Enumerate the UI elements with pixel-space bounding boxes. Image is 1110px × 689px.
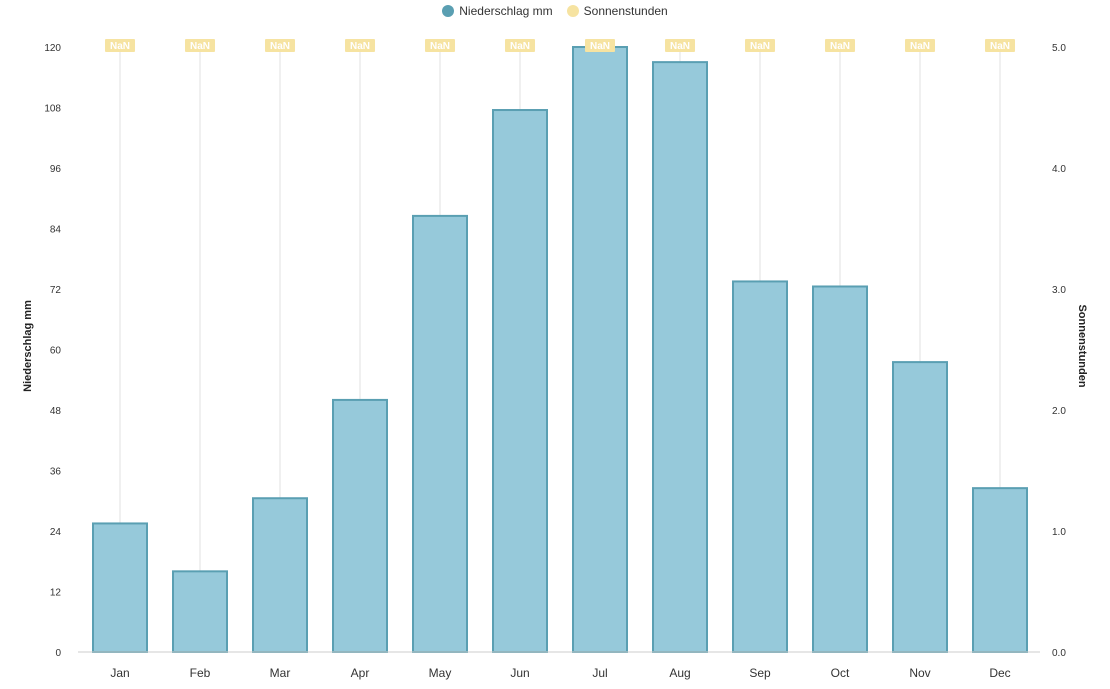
point-label-badge [985, 39, 1015, 52]
bar-sep [732, 280, 788, 653]
x-tick-label: Mar [270, 666, 291, 680]
bars [92, 46, 1028, 654]
bar-oct [812, 285, 868, 653]
y2-tick-label: 1.0 [1052, 527, 1066, 538]
y-tick-label: 48 [50, 406, 62, 417]
point-label-badge [825, 39, 855, 52]
point-label-badge [665, 39, 695, 52]
point-label: NaN [190, 41, 210, 52]
point-label-badge [105, 39, 135, 52]
y-tick-label: 36 [50, 467, 62, 478]
point-label: NaN [830, 41, 850, 52]
y-tick-label: 120 [44, 43, 61, 54]
point-label: NaN [510, 41, 530, 52]
x-tick-label: Jun [510, 666, 529, 680]
y-tick-label: 0 [55, 648, 61, 659]
point-label: NaN [910, 41, 930, 52]
point-label-badge [425, 39, 455, 52]
y2-tick-label: 0.0 [1052, 648, 1066, 659]
point-label-badge [585, 39, 615, 52]
bar-mar [252, 497, 308, 653]
x-tick-label: Jul [592, 666, 607, 680]
point-label-badge [745, 39, 775, 52]
y-tick-label: 12 [50, 588, 62, 599]
y-tick-label: 24 [50, 527, 62, 538]
x-tick-label: Dec [989, 666, 1010, 680]
point-label-badge [265, 39, 295, 52]
y2-tick-label: 5.0 [1052, 43, 1066, 54]
point-labels: NaN NaN NaN NaN NaN NaN NaN NaN NaN NaN NaN NaN [105, 39, 1015, 52]
bar-jan [92, 522, 148, 653]
legend-dot-niederschlag [442, 5, 455, 17]
chart-legend: Niederschlag mm Sonnenstunden [0, 4, 1110, 18]
y-tick-label: 72 [50, 285, 62, 296]
point-label: NaN [270, 41, 290, 52]
point-label-badge [505, 39, 535, 52]
point-label: NaN [110, 41, 130, 52]
bar-aug [652, 61, 708, 653]
left-axis-ticks: 0 12 24 36 48 60 72 84 96 108 120 [44, 43, 61, 659]
bar-nov [892, 361, 948, 653]
y-tick-label: 84 [50, 225, 62, 236]
point-label: NaN [590, 41, 610, 52]
x-tick-label: Sep [749, 666, 771, 680]
y-tick-label: 108 [44, 104, 61, 115]
x-tick-label: Feb [190, 666, 211, 680]
legend-label-sonnenstunden: Sonnenstunden [583, 4, 668, 18]
legend-item-niederschlag[interactable]: Niederschlag mm [442, 4, 553, 18]
legend-dot-sonnenstunden [566, 5, 579, 17]
bar-apr [332, 398, 388, 653]
legend-label-niederschlag: Niederschlag mm [459, 4, 553, 18]
x-tick-label: Aug [669, 666, 690, 680]
x-tick-label: May [429, 666, 452, 680]
y-tick-label: 96 [50, 164, 62, 175]
point-label: NaN [990, 41, 1010, 52]
point-label: NaN [350, 41, 370, 52]
legend-item-sonnenstunden[interactable]: Sonnenstunden [566, 4, 668, 18]
y2-tick-label: 3.0 [1052, 285, 1066, 296]
y2-tick-label: 2.0 [1052, 406, 1066, 417]
y-axis-title: Niederschlag mm [22, 300, 34, 392]
point-label-badge [905, 39, 935, 52]
right-axis-ticks: 0.0 1.0 2.0 3.0 4.0 5.0 [1052, 43, 1066, 659]
point-label: NaN [430, 41, 450, 52]
x-tick-label: Apr [351, 666, 370, 680]
x-tick-label: Oct [831, 666, 850, 680]
x-tick-label: Nov [909, 666, 930, 680]
point-label-badge [345, 39, 375, 52]
bar-jun [492, 109, 548, 654]
x-tick-label: Jan [110, 666, 129, 680]
bar-feb [172, 570, 228, 653]
y-tick-label: 60 [50, 346, 62, 357]
point-label: NaN [670, 41, 690, 52]
point-label: NaN [750, 41, 770, 52]
bar-may [412, 214, 468, 653]
bar-jul [572, 46, 628, 653]
bar-dec [972, 487, 1028, 654]
point-label-badge [185, 39, 215, 52]
y2-tick-label: 4.0 [1052, 164, 1066, 175]
x-axis-ticks: Jan Feb Mar Apr May Jun Jul Aug Sep Oct Nov Dec [110, 666, 1010, 680]
y2-axis-title: Sonnenstunden [1076, 304, 1088, 387]
